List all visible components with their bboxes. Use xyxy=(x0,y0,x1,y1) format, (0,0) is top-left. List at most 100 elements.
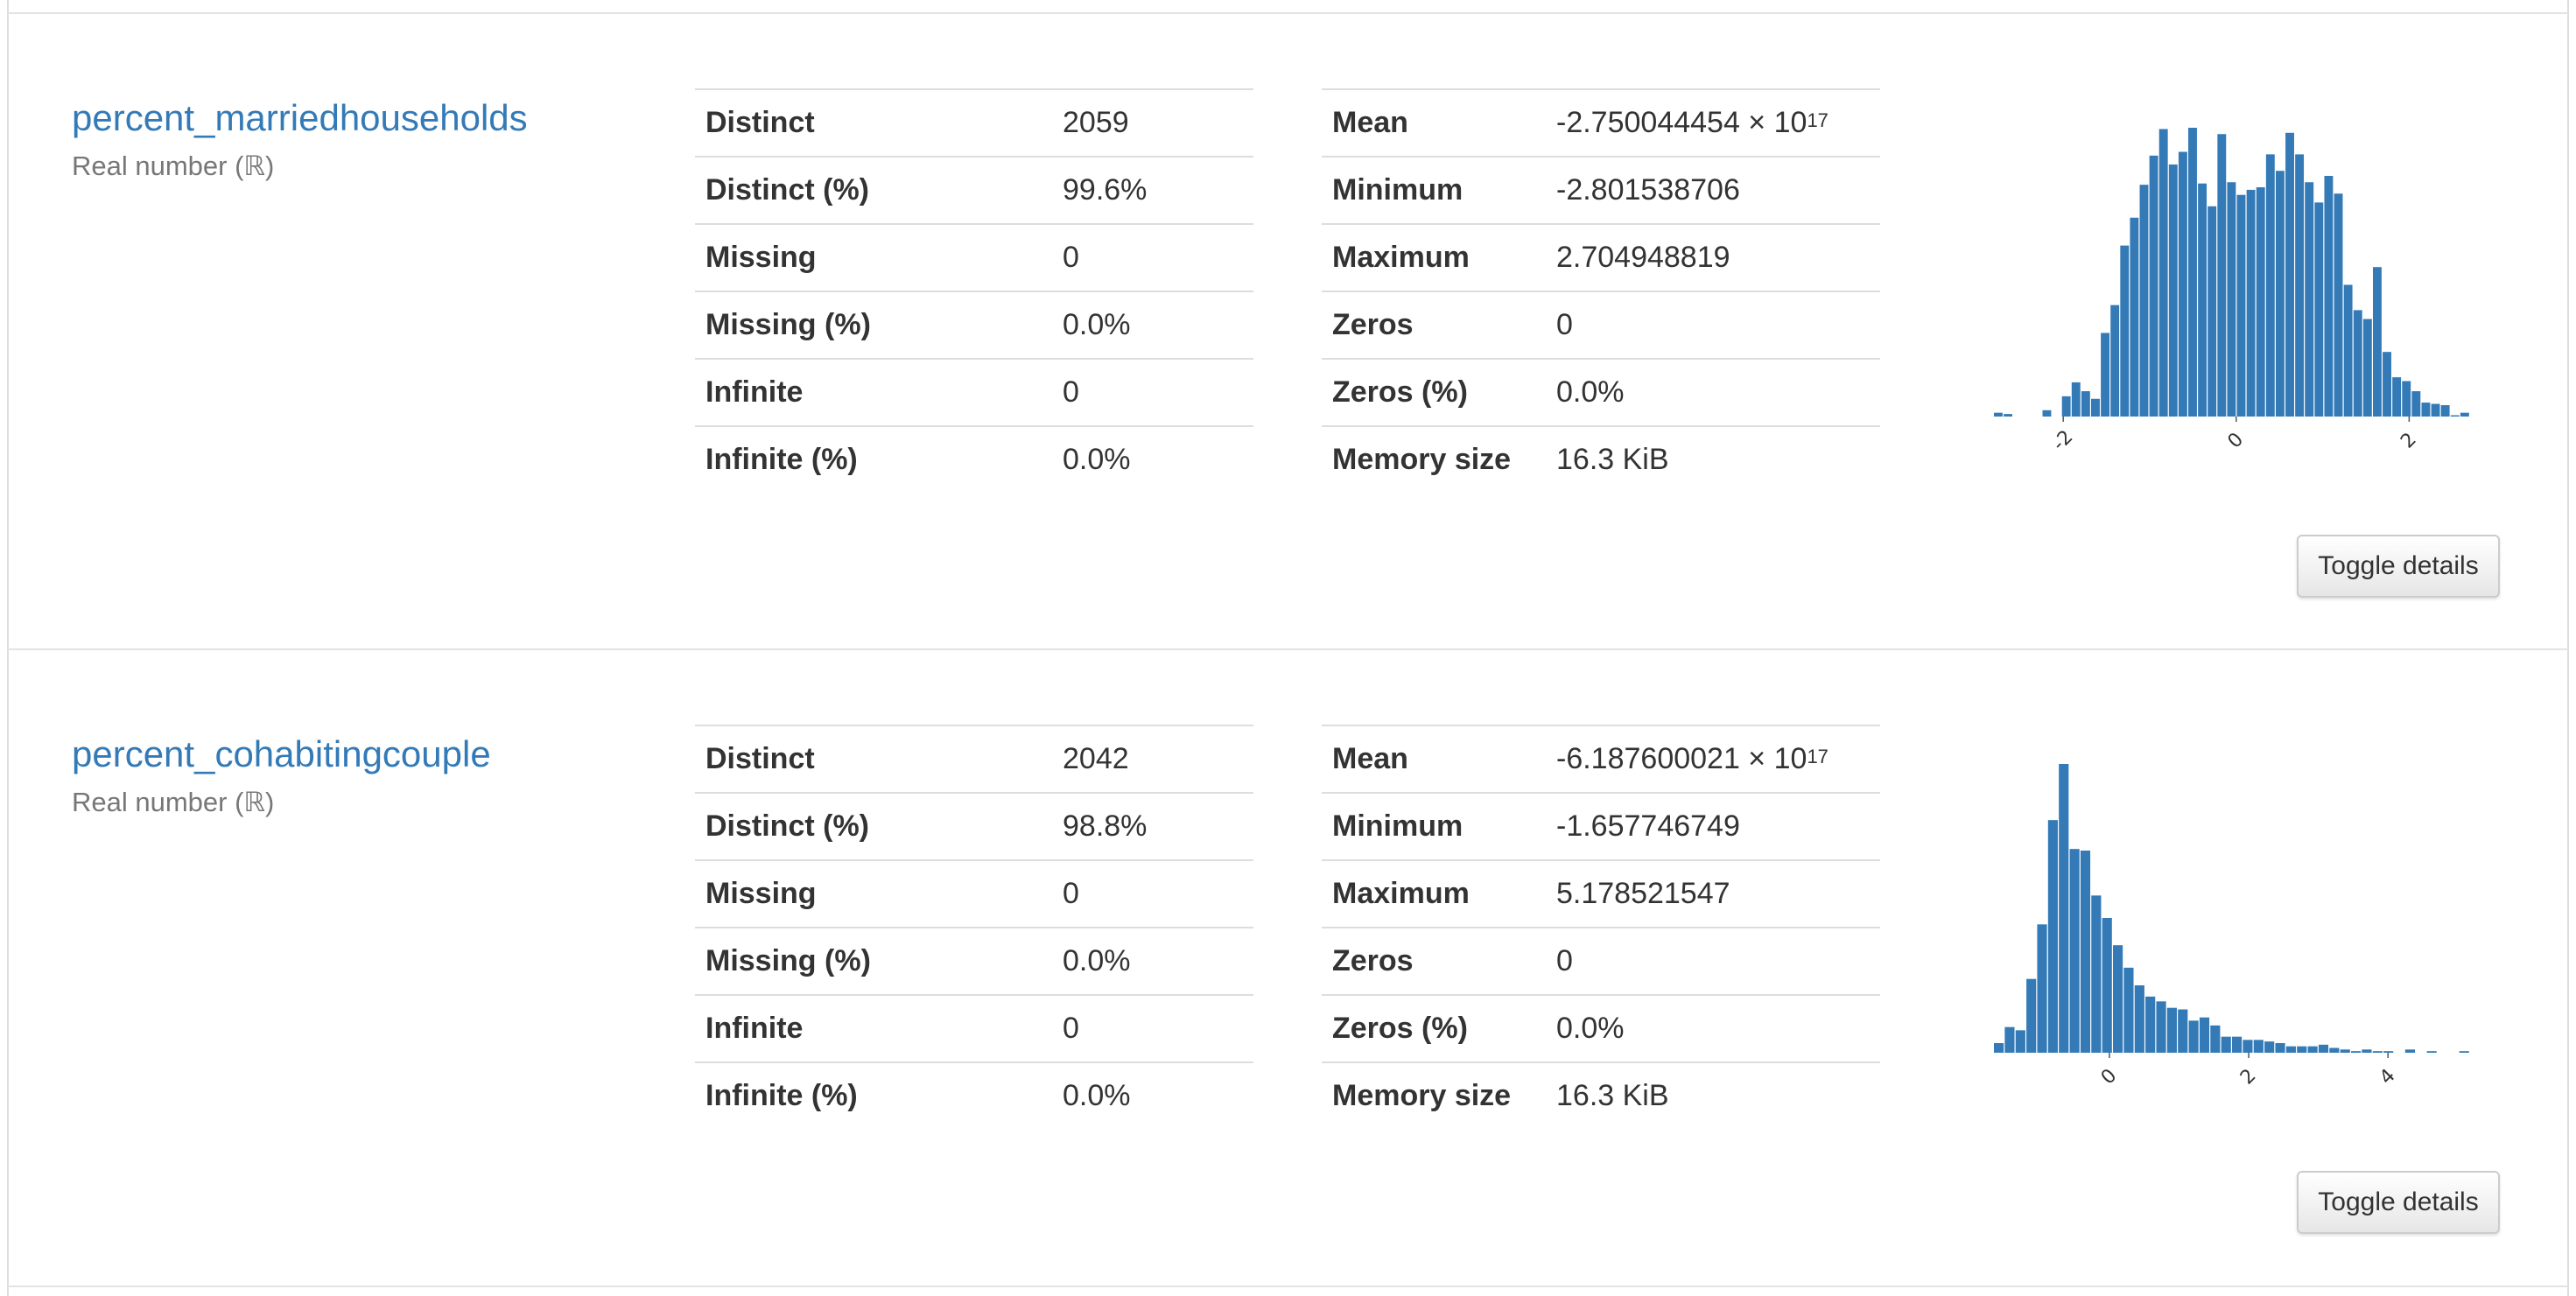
stat-value: 98.8% xyxy=(1052,792,1253,860)
histogram-bar xyxy=(2334,193,2343,417)
toggle-details-button[interactable]: Toggle details xyxy=(2297,535,2500,598)
stat-label: Zeros (%) xyxy=(1322,994,1546,1062)
histogram-bar xyxy=(2253,1040,2264,1053)
histogram-bar xyxy=(2081,391,2090,417)
stat-label: Minimum xyxy=(1322,792,1546,860)
stat-row: Maximum 5.178521547 xyxy=(1322,859,1880,928)
histogram-bar xyxy=(2285,132,2294,417)
stat-value: 5.178521547 xyxy=(1546,859,1880,928)
stat-value: 0 xyxy=(1546,927,1880,995)
stat-value: 99.6% xyxy=(1052,156,1253,224)
histogram-bar xyxy=(2221,1036,2231,1053)
variable-name-link[interactable]: percent_cohabitingcouple xyxy=(72,733,491,774)
histogram-bar xyxy=(2421,403,2431,417)
histogram-bar xyxy=(2314,202,2324,417)
histogram-bar xyxy=(2102,918,2112,1053)
histogram-bar xyxy=(2353,310,2362,417)
histogram-tick-label: 4 xyxy=(2376,1065,2400,1089)
histogram-bar xyxy=(2404,1049,2415,1053)
histogram-tick-label: 0 xyxy=(2224,429,2249,453)
toggle-details-button[interactable]: Toggle details xyxy=(2297,1171,2500,1234)
mean-value: -2.750044454 × 10 xyxy=(1556,106,1807,139)
stat-label: Infinite (%) xyxy=(695,1061,1052,1129)
histogram-bar xyxy=(2210,1025,2221,1053)
histogram-chart: 0 2 4 xyxy=(1994,764,2469,1089)
stat-label: Infinite (%) xyxy=(695,425,1052,493)
stat-label: Zeros xyxy=(1322,927,1546,995)
histogram-bar xyxy=(2134,985,2144,1053)
histogram-bar xyxy=(2120,245,2130,417)
stat-label: Infinite xyxy=(695,358,1052,426)
histogram-bar xyxy=(2362,319,2372,417)
stat-value: -1.657746749 xyxy=(1546,792,1880,860)
stat-label: Memory size xyxy=(1322,1061,1546,1129)
histogram-bar xyxy=(2110,305,2120,417)
variable-section-percent-marriedhouseholds: percent_marriedhouseholds Real number (ℝ… xyxy=(9,14,2567,651)
stat-value: 0.0% xyxy=(1052,425,1253,493)
histogram-bar xyxy=(2015,1030,2025,1053)
histogram-bar xyxy=(2426,1051,2437,1053)
histogram-bar xyxy=(2080,851,2091,1053)
histogram-bar xyxy=(2042,410,2052,417)
stat-label: Infinite xyxy=(695,994,1052,1062)
stat-row: Memory size 16.3 KiB xyxy=(1322,1061,1880,1129)
divider-middle xyxy=(7,648,2569,650)
stat-row: Zeros 0 xyxy=(1322,291,1880,359)
stat-row: Distinct 2042 xyxy=(695,725,1253,793)
histogram-bar xyxy=(2071,382,2081,417)
stat-label: Missing (%) xyxy=(695,291,1052,359)
stat-row: Memory size 16.3 KiB xyxy=(1322,425,1880,493)
mean-exponent: 17 xyxy=(1807,109,1828,131)
stat-label: Memory size xyxy=(1322,425,1546,493)
stat-row: Missing (%) 0.0% xyxy=(695,927,1253,995)
histogram-tick-label: 2 xyxy=(2397,429,2421,453)
histogram-bar xyxy=(2362,1049,2372,1053)
stat-row: Minimum -2.801538706 xyxy=(1322,156,1880,224)
histogram-bar xyxy=(2297,1046,2307,1053)
histogram-bar xyxy=(2383,1051,2394,1053)
histogram-bar xyxy=(2059,764,2069,1053)
histogram-bar xyxy=(2227,182,2236,417)
histogram-bar xyxy=(2166,1007,2177,1053)
histogram-bar xyxy=(2307,1046,2318,1053)
stat-value: -2.750044454 × 1017 xyxy=(1546,88,1880,157)
histogram-bar xyxy=(2198,183,2207,417)
histogram-bar xyxy=(2139,185,2149,417)
stat-label: Distinct (%) xyxy=(695,792,1052,860)
stat-value: 0.0% xyxy=(1546,994,1880,1062)
stat-value: 0.0% xyxy=(1052,1061,1253,1129)
histogram-bar xyxy=(2047,820,2058,1053)
stat-row: Infinite 0 xyxy=(695,358,1253,426)
stat-row: Distinct 2059 xyxy=(695,88,1253,157)
histogram-bar xyxy=(1994,1043,2004,1053)
stats-table-counts: Distinct 2042 Distinct (%) 98.8% Missing 0 … xyxy=(695,725,1253,1129)
histogram-bar xyxy=(2061,396,2071,417)
histogram-bar xyxy=(2004,414,2012,417)
divider-top xyxy=(7,12,2569,14)
stat-label: Missing xyxy=(695,859,1052,928)
histogram-bar xyxy=(2243,1040,2253,1053)
histogram-tick-label: 0 xyxy=(2097,1065,2122,1089)
histogram-bar xyxy=(2459,1051,2469,1053)
stat-label: Mean xyxy=(1322,725,1546,793)
histogram-bar xyxy=(2351,1051,2362,1053)
stat-value: 2059 xyxy=(1052,88,1253,157)
histogram-bar xyxy=(2440,404,2450,417)
histogram-bar xyxy=(2091,895,2102,1053)
histogram-bar xyxy=(2372,1051,2383,1053)
stat-label: Distinct xyxy=(695,88,1052,157)
stat-label: Missing xyxy=(695,223,1052,291)
variable-section-percent-cohabitingcouple: percent_cohabitingcouple Real number (ℝ)… xyxy=(9,650,2567,1287)
stat-label: Distinct xyxy=(695,725,1052,793)
stat-row: Mean -6.187600021 × 1017 xyxy=(1322,725,1880,793)
mean-value: -6.187600021 × 10 xyxy=(1556,742,1807,775)
stat-value: 0 xyxy=(1052,358,1253,426)
stat-row: Infinite (%) 0.0% xyxy=(695,425,1253,493)
histogram-bar xyxy=(2069,849,2080,1053)
stat-row: Minimum -1.657746749 xyxy=(1322,792,1880,860)
histogram-bar xyxy=(2156,1001,2166,1053)
histogram-bar xyxy=(2383,352,2391,417)
variable-name-link[interactable]: percent_marriedhouseholds xyxy=(72,97,528,138)
stat-row: Distinct (%) 98.8% xyxy=(695,792,1253,860)
histogram-bar xyxy=(2101,333,2110,417)
